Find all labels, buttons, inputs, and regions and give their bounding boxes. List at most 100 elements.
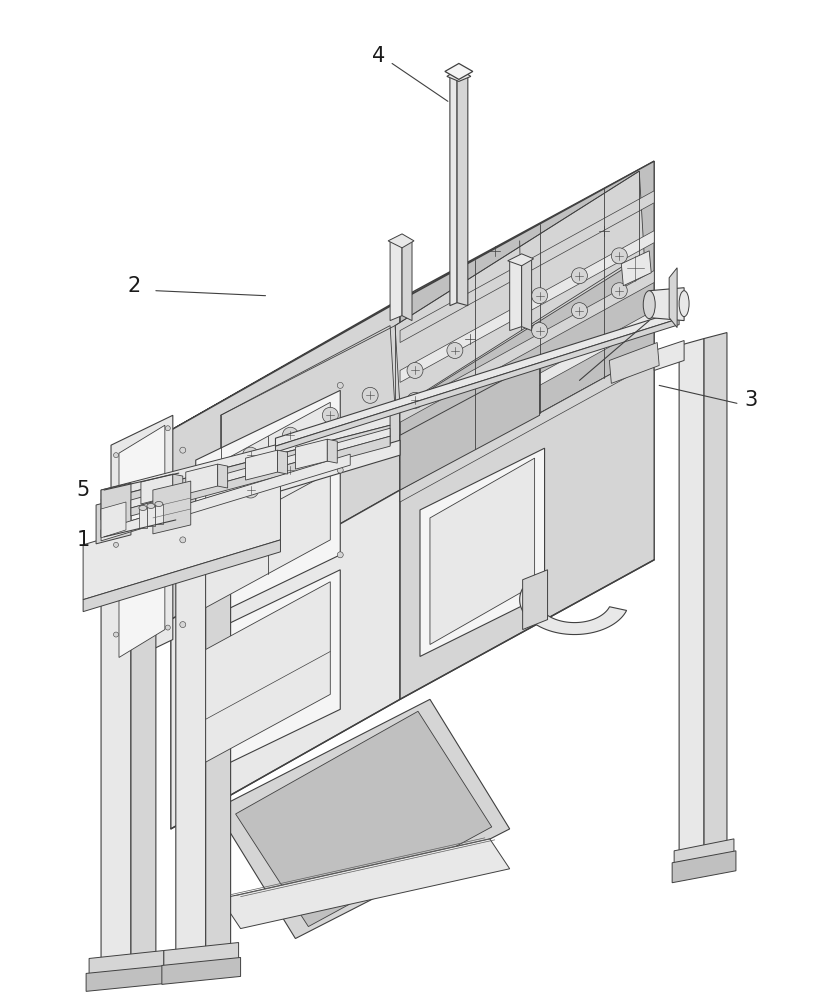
Polygon shape bbox=[164, 943, 238, 974]
Circle shape bbox=[165, 515, 170, 520]
Circle shape bbox=[165, 426, 170, 431]
Polygon shape bbox=[400, 360, 540, 490]
Polygon shape bbox=[507, 254, 534, 266]
Polygon shape bbox=[221, 326, 395, 502]
Polygon shape bbox=[457, 71, 468, 306]
Polygon shape bbox=[236, 711, 491, 927]
Polygon shape bbox=[395, 171, 644, 408]
Polygon shape bbox=[171, 490, 400, 829]
Polygon shape bbox=[206, 505, 231, 953]
Polygon shape bbox=[101, 483, 131, 537]
Polygon shape bbox=[674, 839, 734, 873]
Circle shape bbox=[242, 482, 258, 498]
Polygon shape bbox=[221, 839, 510, 929]
Circle shape bbox=[180, 447, 186, 453]
Polygon shape bbox=[246, 450, 277, 480]
Polygon shape bbox=[276, 319, 679, 452]
Circle shape bbox=[337, 382, 343, 388]
Text: 1: 1 bbox=[77, 530, 90, 550]
Polygon shape bbox=[327, 439, 337, 463]
Polygon shape bbox=[101, 425, 390, 510]
Polygon shape bbox=[101, 435, 390, 520]
Polygon shape bbox=[206, 402, 331, 608]
Circle shape bbox=[165, 625, 170, 630]
Polygon shape bbox=[155, 504, 162, 524]
Ellipse shape bbox=[679, 291, 689, 317]
Polygon shape bbox=[446, 68, 471, 81]
Polygon shape bbox=[402, 236, 412, 321]
Polygon shape bbox=[86, 965, 166, 991]
Polygon shape bbox=[119, 425, 165, 657]
Circle shape bbox=[337, 552, 343, 558]
Polygon shape bbox=[420, 448, 545, 656]
Polygon shape bbox=[196, 570, 340, 779]
Polygon shape bbox=[172, 474, 182, 498]
Circle shape bbox=[531, 288, 547, 304]
Ellipse shape bbox=[139, 505, 147, 510]
Polygon shape bbox=[610, 343, 659, 383]
Polygon shape bbox=[153, 481, 191, 534]
Polygon shape bbox=[111, 415, 172, 669]
Circle shape bbox=[322, 407, 338, 423]
Circle shape bbox=[571, 303, 587, 319]
Polygon shape bbox=[83, 485, 281, 600]
Circle shape bbox=[113, 632, 118, 637]
Polygon shape bbox=[176, 510, 206, 963]
Polygon shape bbox=[141, 474, 172, 504]
Polygon shape bbox=[388, 234, 414, 248]
Circle shape bbox=[180, 537, 186, 543]
Polygon shape bbox=[669, 268, 677, 328]
Polygon shape bbox=[101, 530, 131, 968]
Polygon shape bbox=[521, 255, 531, 331]
Polygon shape bbox=[400, 191, 654, 343]
Polygon shape bbox=[450, 71, 457, 306]
Polygon shape bbox=[621, 251, 651, 286]
Polygon shape bbox=[510, 255, 521, 331]
Circle shape bbox=[531, 323, 547, 339]
Polygon shape bbox=[147, 506, 155, 526]
Circle shape bbox=[282, 427, 298, 443]
Polygon shape bbox=[522, 570, 547, 630]
Circle shape bbox=[611, 283, 627, 299]
Ellipse shape bbox=[643, 291, 656, 319]
Circle shape bbox=[362, 387, 378, 403]
Polygon shape bbox=[400, 351, 654, 699]
Polygon shape bbox=[276, 311, 679, 446]
Circle shape bbox=[282, 462, 298, 478]
Circle shape bbox=[407, 392, 423, 408]
Text: 5: 5 bbox=[77, 480, 90, 500]
Polygon shape bbox=[430, 458, 535, 645]
Polygon shape bbox=[654, 341, 684, 370]
Polygon shape bbox=[196, 390, 340, 625]
Polygon shape bbox=[277, 450, 287, 474]
Polygon shape bbox=[139, 508, 147, 528]
Circle shape bbox=[113, 542, 118, 547]
Text: 3: 3 bbox=[744, 390, 757, 410]
Polygon shape bbox=[400, 161, 654, 490]
Circle shape bbox=[242, 447, 258, 463]
Polygon shape bbox=[96, 496, 131, 544]
Polygon shape bbox=[131, 525, 156, 958]
Ellipse shape bbox=[147, 503, 155, 508]
Polygon shape bbox=[704, 333, 727, 854]
Polygon shape bbox=[649, 288, 684, 321]
Circle shape bbox=[180, 622, 186, 628]
Polygon shape bbox=[101, 454, 350, 541]
Polygon shape bbox=[206, 582, 331, 762]
Polygon shape bbox=[520, 589, 626, 635]
Circle shape bbox=[611, 248, 627, 264]
Polygon shape bbox=[101, 440, 400, 545]
Polygon shape bbox=[296, 439, 327, 469]
Polygon shape bbox=[171, 301, 400, 620]
Polygon shape bbox=[445, 63, 473, 79]
Circle shape bbox=[113, 453, 118, 458]
Text: 2: 2 bbox=[127, 276, 141, 296]
Ellipse shape bbox=[155, 501, 162, 506]
Circle shape bbox=[337, 467, 343, 473]
Polygon shape bbox=[131, 428, 390, 508]
Polygon shape bbox=[216, 699, 510, 939]
Polygon shape bbox=[131, 436, 390, 516]
Polygon shape bbox=[89, 950, 164, 981]
Polygon shape bbox=[186, 464, 217, 494]
Polygon shape bbox=[672, 851, 736, 883]
